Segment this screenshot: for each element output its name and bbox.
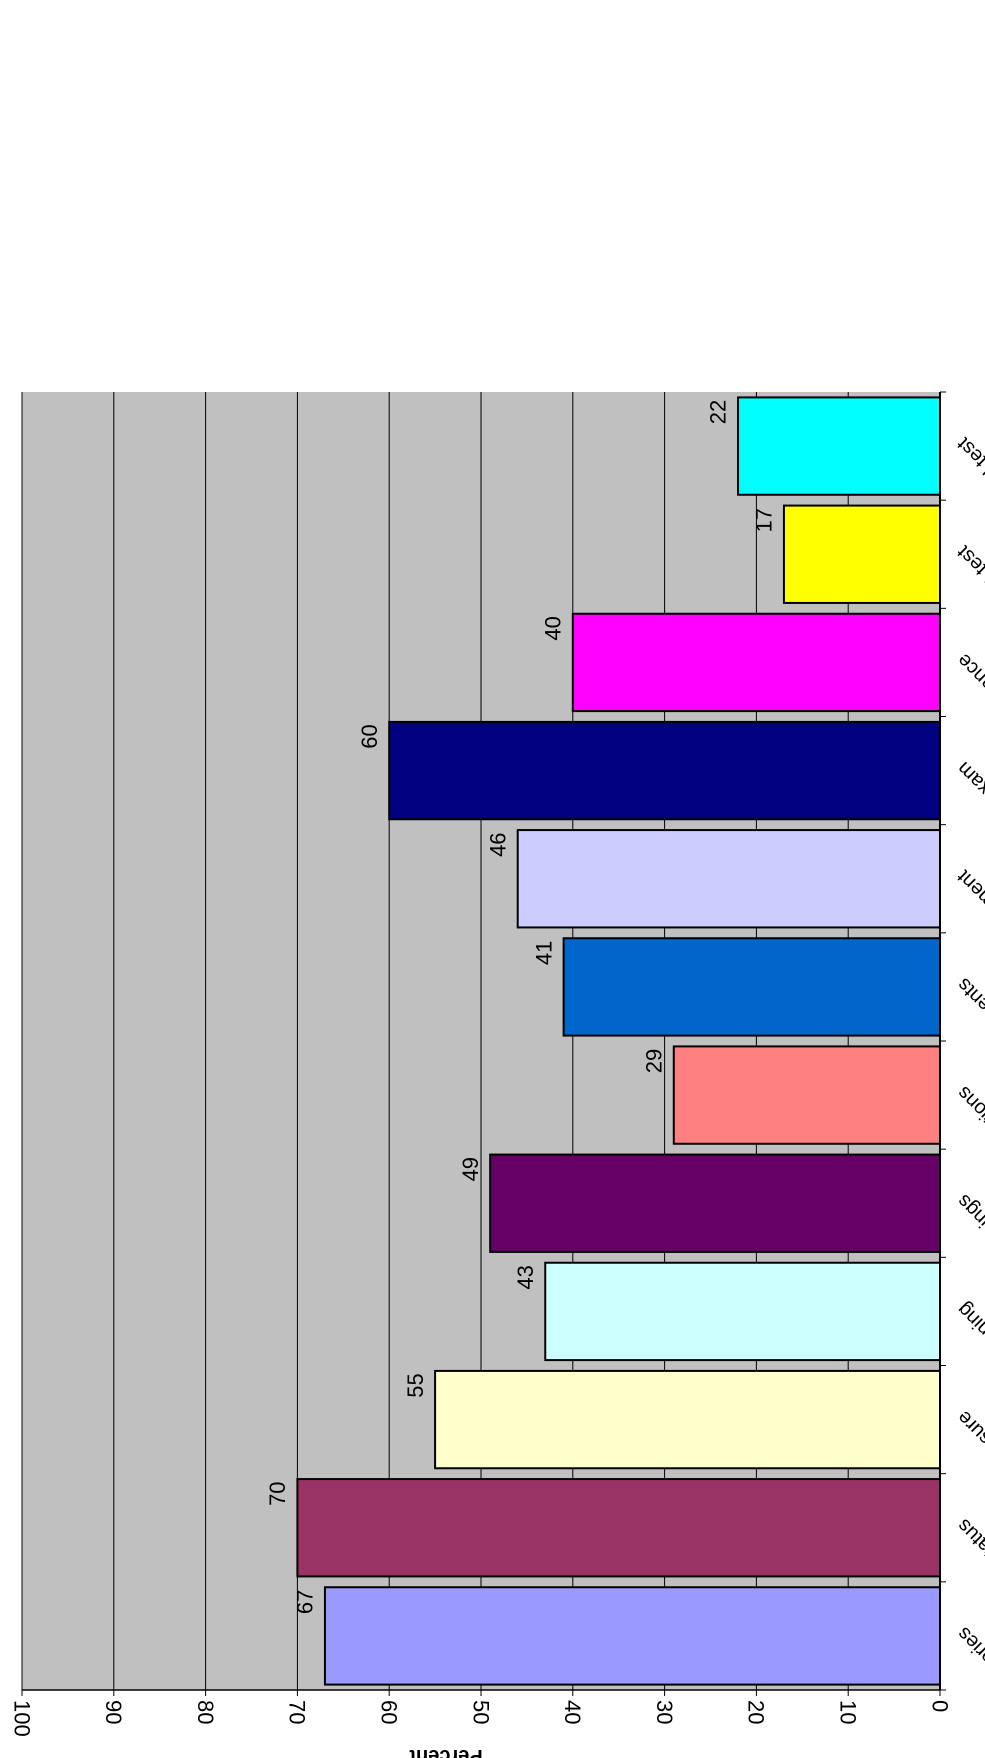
data-label: 60 (357, 724, 382, 748)
y-axis-title: Percent (409, 1745, 483, 1758)
y-tick-label: 90 (101, 1700, 126, 1724)
category-label: TB test (953, 541, 985, 602)
data-label: 41 (531, 941, 556, 965)
y-tick-label: 20 (744, 1700, 769, 1724)
data-label: 22 (706, 400, 731, 424)
bar (323, 1586, 941, 1686)
data-label: 17 (752, 508, 777, 532)
bar (516, 829, 941, 929)
data-label: 29 (641, 1049, 666, 1073)
bar (562, 937, 941, 1037)
data-label: 43 (513, 1265, 538, 1289)
bar (571, 612, 941, 713)
data-label: 70 (265, 1481, 290, 1505)
data-label: 49 (458, 1157, 483, 1181)
y-tick-label: 100 (9, 1700, 34, 1737)
bar (434, 1369, 941, 1470)
category-label: vision screening (953, 1298, 985, 1415)
y-tick-label: 70 (285, 1700, 310, 1724)
category-label: lead blood test (953, 432, 985, 540)
data-label: 46 (485, 832, 510, 856)
y-tick-label: 80 (193, 1700, 218, 1724)
bar (672, 1045, 941, 1145)
bar (388, 720, 941, 821)
y-tick-label: 0 (927, 1700, 952, 1712)
bar (544, 1261, 941, 1362)
bar (296, 1478, 941, 1578)
y-tick-label: 50 (468, 1700, 493, 1724)
y-tick-label: 40 (560, 1700, 585, 1724)
data-label: 40 (540, 616, 565, 640)
category-label: blood pressure (953, 1406, 985, 1515)
category-label: developmental assessment (953, 865, 985, 1052)
y-tick-label: 60 (377, 1700, 402, 1724)
bar (782, 504, 941, 604)
bar (737, 396, 941, 496)
category-label: initial/interval histories (953, 1623, 985, 1758)
data-label: 55 (403, 1373, 428, 1397)
y-tick-label: 30 (652, 1700, 677, 1724)
data-label: 67 (293, 1590, 318, 1614)
y-tick-label: 10 (836, 1700, 861, 1724)
bar (489, 1153, 941, 1253)
category-label: physical exam (953, 757, 985, 862)
